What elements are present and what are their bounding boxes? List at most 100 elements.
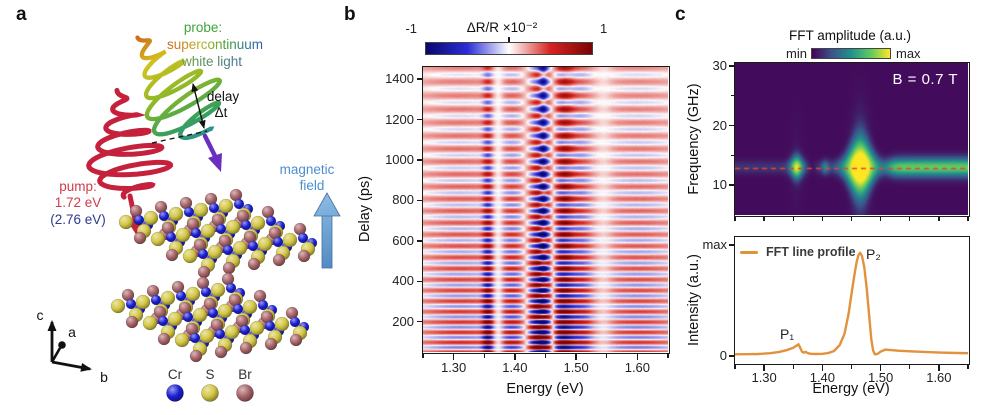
atom-s: [151, 232, 165, 246]
legend-label: FFT line profile: [766, 245, 856, 259]
atom-cr: [176, 291, 186, 301]
tick-label: 1.30: [741, 370, 787, 386]
tick-label: 200: [378, 314, 414, 330]
atom-cr: [273, 237, 283, 247]
tick-label: 600: [378, 233, 414, 249]
tick-label: 0: [691, 348, 727, 364]
atom-s: [143, 316, 157, 330]
tick-label: 10: [691, 177, 727, 193]
axis-c-label: c: [37, 307, 44, 323]
axis-a-label: a: [68, 324, 76, 340]
pump-beam-coil: [89, 90, 171, 197]
axis-tick: [734, 365, 735, 369]
atom-s: [175, 333, 189, 347]
probe-label-line2: supercontinuum: [167, 37, 263, 52]
axis-tick: [575, 354, 576, 360]
axis-tick: [731, 95, 734, 96]
atom-s: [225, 325, 239, 339]
axis-tick: [606, 354, 607, 358]
atom-cr: [290, 317, 300, 327]
axis-b-label: b: [100, 369, 108, 385]
atom-cr: [190, 333, 200, 343]
atom-cr: [151, 295, 161, 305]
tick-label: 1.40: [492, 360, 538, 376]
atom-cr: [266, 216, 276, 226]
axis-tick: [851, 365, 852, 369]
colorbar-b-min-label: -1: [383, 21, 417, 37]
legend-line-swatch: [740, 251, 758, 254]
atom-s: [251, 216, 265, 230]
probe-beam-coil: [138, 38, 220, 138]
atom-br: [265, 338, 277, 350]
atom-cr: [226, 283, 236, 293]
atom-br: [273, 254, 285, 266]
atom-cr: [223, 245, 233, 255]
atom-cr: [240, 325, 250, 335]
panel-a-illustration: c a b Cr S Br probe: supercontinuum whit…: [0, 0, 345, 415]
atom-s: [136, 295, 150, 309]
colorbar-c: [811, 48, 891, 59]
axis-tick: [453, 354, 454, 360]
axis-tick: [909, 365, 910, 369]
pump-label-line1: pump:: [59, 179, 97, 194]
atom-br: [190, 350, 202, 362]
tick-label: 800: [378, 192, 414, 208]
atom-s: [161, 291, 175, 305]
plot-c-bottom-ylabel: Intensity (a.u.): [686, 240, 702, 360]
atom-s: [111, 299, 125, 313]
atom-s: [193, 308, 207, 322]
atom-cr: [191, 228, 201, 238]
atom-cr: [201, 287, 211, 297]
legend-sphere-cr: [167, 385, 184, 402]
colorbar-b: [425, 42, 593, 55]
tick-label: 30: [691, 58, 727, 74]
atom-cr: [184, 207, 194, 217]
atom-s: [275, 317, 289, 331]
atom-legend-spheres: [167, 385, 254, 402]
atom-cr: [248, 241, 258, 251]
axis-tick: [417, 200, 422, 201]
colorbar-b-center-tick: [508, 37, 510, 42]
atom-br: [126, 316, 138, 328]
tick-label: 1.60: [916, 370, 962, 386]
plot-b-ylabel: Delay (ps): [357, 149, 373, 269]
atom-br: [290, 334, 302, 346]
legend-s-label: S: [205, 367, 214, 382]
atom-s: [218, 304, 232, 318]
atom-cr: [265, 321, 275, 331]
axis-tick: [729, 65, 734, 66]
colorbar-c-title: FFT amplitude (a.u.): [770, 28, 930, 43]
axis-tick: [667, 354, 668, 358]
tick-label: 1.50: [553, 360, 599, 376]
probe-arrow-shaft: [205, 136, 216, 158]
delay-label: delay: [207, 89, 240, 104]
atom-s: [219, 199, 233, 213]
probe-arrow-head: [208, 153, 222, 172]
atom-cr: [233, 304, 243, 314]
atom-br: [166, 249, 178, 261]
atom-cr: [208, 308, 218, 318]
atom-s: [200, 329, 214, 343]
axis-tick: [484, 354, 485, 358]
atom-cr: [234, 199, 244, 209]
tick-label: 20: [691, 118, 727, 134]
colorbar-b-max-label: 1: [600, 21, 620, 37]
atom-cr: [216, 224, 226, 234]
axis-tick: [545, 354, 546, 358]
tick-label: 1400: [378, 71, 414, 87]
atom-s: [283, 233, 297, 247]
axis-tick: [417, 281, 422, 282]
pump-label-line3: (2.76 eV): [50, 212, 106, 227]
axis-tick: [851, 217, 852, 221]
atom-cr: [258, 300, 268, 310]
atom-s: [250, 321, 264, 335]
atom-s: [201, 224, 215, 238]
axis-tick: [729, 125, 734, 126]
tick-label: 1000: [378, 152, 414, 168]
atom-s: [211, 283, 225, 297]
atom-cr: [215, 329, 225, 339]
atom-s: [176, 228, 190, 242]
atom-s: [233, 241, 247, 255]
axis-tick: [417, 78, 422, 79]
atom-s: [258, 237, 272, 251]
